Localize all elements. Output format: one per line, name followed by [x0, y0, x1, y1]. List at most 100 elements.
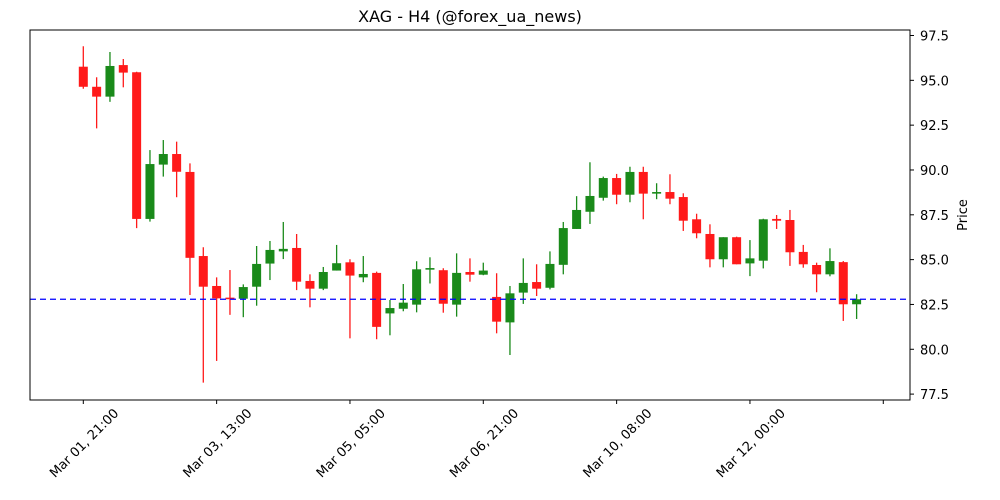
candle-body	[198, 256, 208, 287]
candle	[132, 71, 142, 229]
candle-body	[318, 271, 328, 289]
plot-frame	[29, 29, 911, 401]
candle-body	[385, 308, 395, 314]
candle-body	[478, 270, 488, 275]
candle	[92, 77, 102, 129]
x-tick-label: Mar 12, 00:00	[714, 406, 789, 481]
candle	[265, 240, 275, 281]
y-tick-label: 90.0	[920, 164, 949, 179]
x-tick-label: Mar 01, 21:00	[47, 406, 122, 481]
candle	[318, 266, 328, 291]
chart-title: XAG - H4 (@forex_ua_news)	[358, 7, 582, 27]
candle-body	[332, 263, 342, 271]
candle	[758, 218, 768, 269]
candle-body	[532, 282, 542, 289]
candle	[692, 213, 702, 239]
candle-body	[665, 192, 675, 199]
candle	[385, 299, 395, 336]
candle-body	[825, 261, 835, 275]
y-tick-label: 97.5	[920, 30, 949, 45]
candle	[585, 162, 595, 224]
candle	[332, 244, 342, 271]
y-tick-label: 77.5	[920, 388, 949, 403]
candle-body	[452, 272, 462, 305]
candle-body	[172, 154, 182, 172]
candle-body	[292, 247, 302, 282]
candle	[305, 274, 315, 308]
candle	[478, 262, 488, 276]
candle-body	[572, 209, 582, 229]
candle-body	[638, 171, 648, 194]
candle	[412, 261, 422, 313]
candle-body	[732, 237, 742, 265]
candle	[625, 166, 635, 203]
y-tick-label: 82.5	[920, 298, 949, 313]
candle-body	[492, 296, 502, 322]
candle-body	[758, 219, 768, 261]
candle-body	[838, 262, 848, 305]
candle-body	[278, 248, 288, 252]
candle-body	[265, 249, 275, 264]
candle	[452, 253, 462, 317]
candle-body	[505, 293, 515, 323]
candle-body	[212, 285, 222, 299]
candle	[145, 150, 155, 222]
candle-body	[558, 228, 568, 265]
candle-body	[438, 270, 448, 304]
y-axis: 97.5 95.0 92.5 90.0 87.5 85.0 82.5 80.0 77.5	[910, 30, 949, 403]
y-tick-label: 95.0	[920, 74, 949, 89]
candle	[572, 196, 582, 229]
y-tick-label: 87.5	[920, 209, 949, 224]
candle	[638, 166, 648, 220]
x-tick-label: Mar 10, 08:00	[581, 406, 656, 481]
x-tick-label: Mar 05, 05:00	[314, 406, 389, 481]
candle-body	[412, 269, 422, 305]
y-axis-label: Price	[956, 199, 971, 231]
candle	[198, 247, 208, 383]
candle	[438, 268, 448, 313]
candle-body	[812, 265, 822, 275]
candle	[225, 270, 235, 315]
candle	[798, 244, 808, 268]
candle	[465, 258, 475, 282]
candle-body	[598, 178, 608, 198]
y-tick-label: 92.5	[920, 119, 949, 134]
candle	[185, 163, 195, 295]
candle	[772, 214, 782, 229]
candle-body	[612, 178, 622, 195]
candle-body	[625, 171, 635, 195]
candle	[518, 258, 528, 304]
candle-body	[372, 272, 382, 327]
candle-body	[718, 237, 728, 260]
candle-body	[185, 171, 195, 258]
y-tick-label: 85.0	[920, 254, 949, 269]
candle	[718, 237, 728, 268]
candle-body	[772, 218, 782, 221]
candle-body	[692, 219, 702, 234]
candle	[598, 176, 608, 201]
candle-body	[345, 262, 355, 276]
candle-body	[305, 280, 315, 289]
candle-body	[158, 154, 168, 165]
candle-body	[545, 263, 555, 288]
candles-layer	[78, 46, 862, 383]
candle	[838, 261, 848, 321]
candle	[812, 262, 822, 293]
candle	[425, 257, 435, 284]
candle-body	[132, 72, 142, 219]
candle-body	[78, 66, 88, 87]
candle	[158, 140, 168, 177]
candle	[238, 284, 248, 318]
candle	[732, 236, 742, 265]
candle-body	[105, 65, 115, 97]
candle-body	[425, 268, 435, 270]
candle-body	[398, 302, 408, 309]
candle	[105, 51, 115, 102]
x-tick-label: Mar 03, 13:00	[181, 406, 256, 481]
candle	[532, 264, 542, 297]
candle	[292, 233, 302, 291]
candle	[678, 193, 688, 231]
y-tick-label: 80.0	[920, 343, 949, 358]
